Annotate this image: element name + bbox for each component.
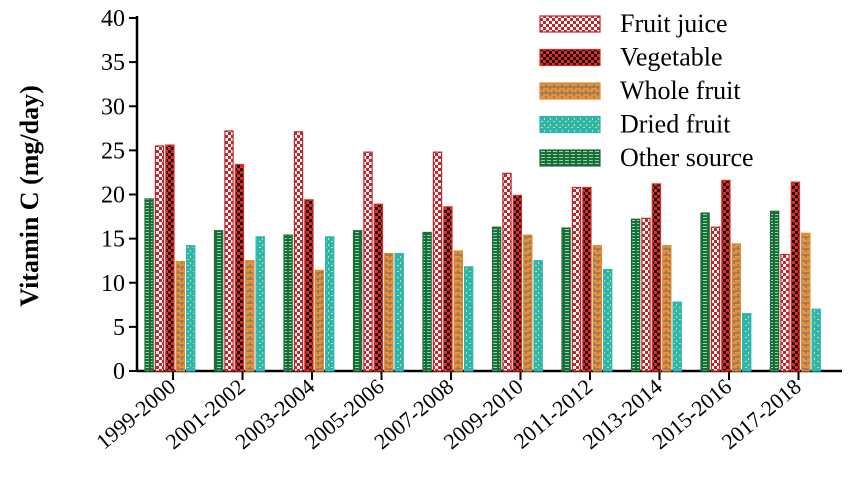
bar-vegetable-2011-2012 — [582, 186, 592, 372]
bar-whole-fruit-2009-2010 — [523, 234, 533, 372]
y-tick-label: 30 — [101, 94, 125, 120]
legend-swatch-dried-fruit — [539, 115, 601, 134]
legend-swatch-other-source — [539, 149, 601, 167]
bars-group — [144, 130, 821, 372]
bar-other-source-2001-2002 — [213, 230, 224, 372]
bar-whole-fruit-2001-2002 — [245, 260, 255, 372]
bar-other-source-2015-2016 — [700, 212, 710, 372]
bar-other-source-2011-2012 — [561, 227, 571, 372]
legend-label-vegetable: Vegetable — [620, 43, 723, 72]
y-tick-label: 35 — [101, 50, 125, 76]
bar-vegetable-2017-2018 — [790, 181, 801, 372]
y-tick-label: 5 — [113, 315, 125, 341]
bar-whole-fruit-2017-2018 — [801, 232, 811, 372]
bar-other-source-2005-2006 — [352, 230, 363, 372]
bar-other-source-2003-2004 — [283, 234, 293, 372]
legend-swatch-fruit-juice — [539, 15, 601, 33]
bar-dried-fruit-2011-2012 — [602, 268, 613, 372]
bar-dried-fruit-2003-2004 — [325, 236, 335, 372]
y-tick-label: 0 — [113, 359, 125, 385]
bar-other-source-2009-2010 — [491, 226, 502, 372]
bar-whole-fruit-1999-2000 — [175, 260, 185, 372]
bar-fruit-juice-2011-2012 — [571, 186, 582, 372]
bar-whole-fruit-2003-2004 — [314, 269, 325, 372]
bar-dried-fruit-2015-2016 — [741, 313, 752, 372]
bar-vegetable-2015-2016 — [721, 179, 731, 372]
bar-vegetable-1999-2000 — [165, 144, 175, 372]
y-tick-label: 10 — [101, 271, 125, 297]
bar-other-source-1999-2000 — [144, 198, 154, 372]
bar-fruit-juice-2007-2008 — [432, 151, 443, 372]
bar-other-source-2007-2008 — [422, 231, 432, 372]
y-tick-label: 15 — [101, 227, 125, 253]
legend-label-whole-fruit: Whole fruit — [620, 76, 741, 105]
bar-vegetable-2001-2002 — [234, 163, 245, 372]
bar-dried-fruit-1999-2000 — [186, 245, 196, 372]
y-axis: 0 5 10 15 20 25 30 35 40 — [101, 6, 139, 385]
y-tick-label: 20 — [101, 183, 125, 209]
bar-dried-fruit-2001-2002 — [255, 236, 265, 372]
bar-fruit-juice-2005-2006 — [363, 151, 373, 372]
y-axis-title: Vitamin C (mg/day) — [15, 85, 44, 306]
legend: Fruit juice Vegetable Whole fruit Dried fru… — [539, 9, 754, 172]
legend-label-dried-fruit: Dried fruit — [620, 110, 731, 139]
legend-label-fruit-juice: Fruit juice — [620, 9, 728, 38]
legend-label-other-source: Other source — [620, 143, 754, 172]
x-axis: 1999-20002001-20022003-20042005-20062007… — [91, 369, 842, 454]
bar-vegetable-2003-2004 — [304, 199, 314, 372]
bar-vegetable-2009-2010 — [512, 194, 523, 372]
bar-dried-fruit-2013-2014 — [672, 301, 682, 372]
bar-fruit-juice-2009-2010 — [502, 172, 512, 372]
bar-fruit-juice-2013-2014 — [641, 217, 651, 372]
bar-dried-fruit-2007-2008 — [464, 266, 474, 372]
bar-dried-fruit-2017-2018 — [811, 308, 821, 372]
bar-vegetable-2013-2014 — [651, 183, 662, 372]
bar-vegetable-2005-2006 — [373, 203, 384, 372]
bar-whole-fruit-2015-2016 — [731, 243, 742, 372]
bar-whole-fruit-2005-2006 — [384, 253, 394, 372]
y-tick-label: 40 — [101, 6, 125, 32]
bar-dried-fruit-2009-2010 — [533, 260, 543, 372]
bar-whole-fruit-2007-2008 — [453, 250, 464, 372]
legend-swatch-whole-fruit — [539, 82, 601, 100]
bar-vegetable-2007-2008 — [443, 206, 453, 372]
bar-whole-fruit-2011-2012 — [592, 245, 603, 372]
bar-fruit-juice-2015-2016 — [710, 226, 721, 372]
bar-dried-fruit-2005-2006 — [394, 253, 404, 372]
y-tick-label: 25 — [101, 138, 125, 164]
legend-swatch-vegetable — [539, 48, 601, 67]
bar-other-source-2013-2014 — [630, 218, 641, 372]
bar-fruit-juice-2017-2018 — [780, 253, 790, 372]
bar-fruit-juice-2001-2002 — [224, 130, 234, 372]
bar-other-source-2017-2018 — [769, 210, 780, 372]
bar-fruit-juice-1999-2000 — [154, 145, 165, 372]
bar-fruit-juice-2003-2004 — [293, 131, 304, 372]
bar-whole-fruit-2013-2014 — [662, 245, 672, 372]
